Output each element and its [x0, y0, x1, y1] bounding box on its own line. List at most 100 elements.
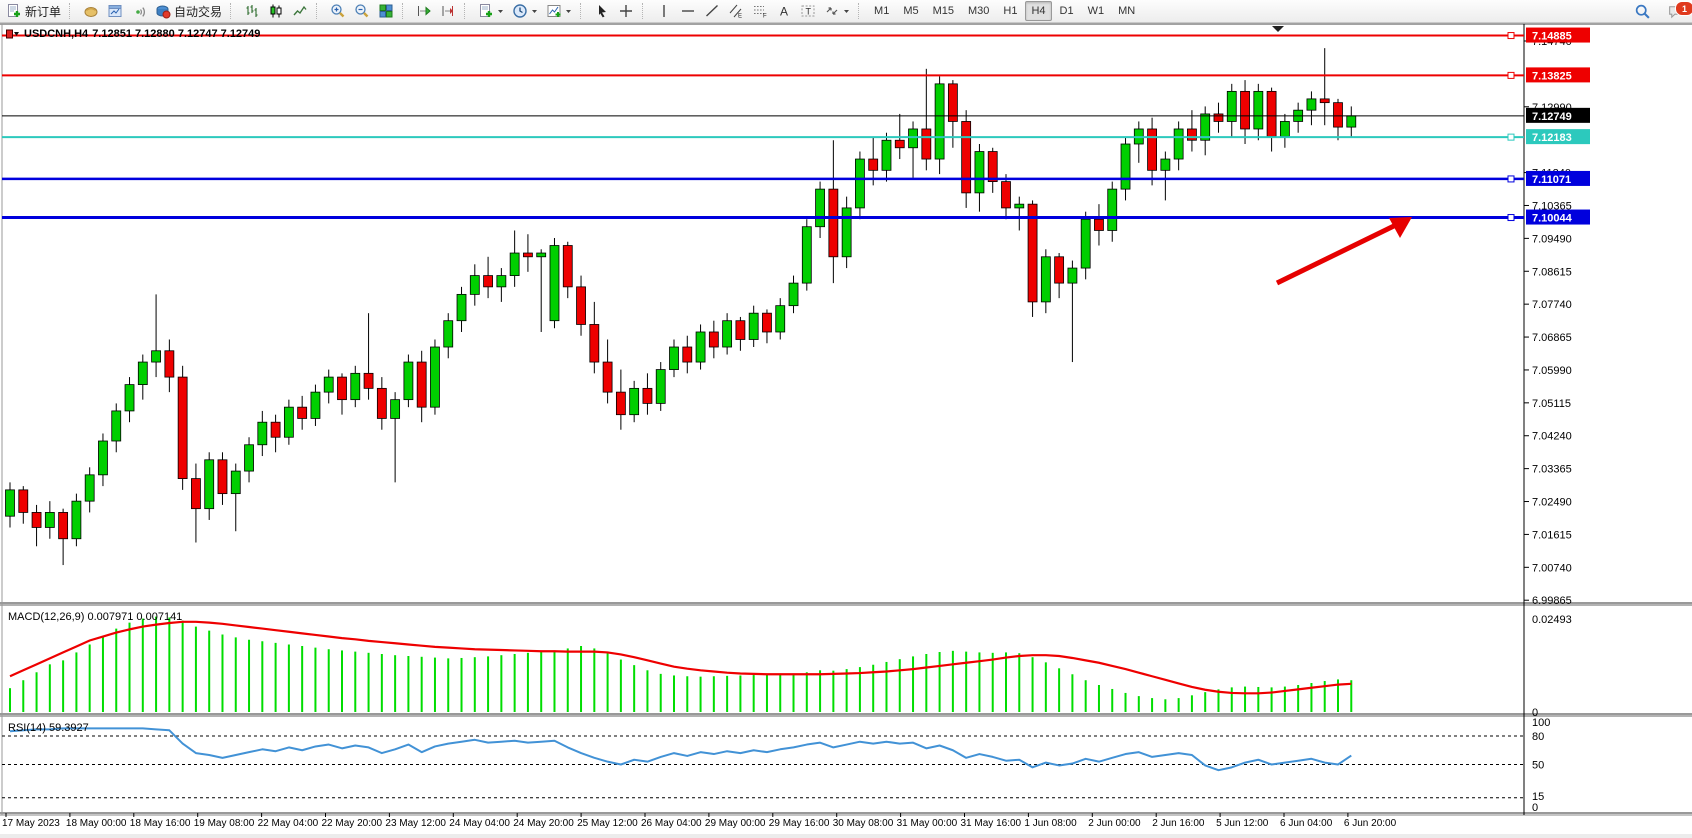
bull-candle [908, 128, 918, 149]
bull-candle [310, 391, 321, 419]
chart-shift-button[interactable] [436, 1, 460, 22]
bull-candle [283, 406, 294, 438]
new-order-button[interactable]: 新订单 [2, 1, 65, 22]
notifications-button[interactable]: 1 [1663, 1, 1692, 22]
svg-text:7.14885: 7.14885 [1532, 31, 1572, 43]
svg-text:A: A [780, 5, 788, 19]
bull-candle [655, 369, 666, 404]
timeframe-button-M15[interactable]: M15 [932, 5, 954, 17]
time-axis-label: 18 May 16:00 [130, 818, 191, 829]
horizontal-lines-layer[interactable] [2, 32, 1524, 222]
search-button[interactable] [1630, 1, 1655, 22]
tile-windows-icon [379, 4, 393, 18]
fibonacci-button[interactable]: F [748, 1, 772, 22]
svg-text:7.12183: 7.12183 [1532, 132, 1572, 144]
trend-arrow-annotation[interactable] [1275, 221, 1400, 286]
indicators-dropdown-button[interactable] [542, 1, 576, 22]
bear-candle [894, 139, 905, 149]
timeframe-button-M30[interactable]: M30 [968, 5, 990, 17]
notification-badge: 1 [1675, 1, 1692, 16]
timeframe-button-M5[interactable]: M5 [903, 5, 919, 17]
profiles-dropdown-button[interactable] [508, 1, 542, 22]
timeframe-button-W1[interactable]: W1 [1087, 5, 1105, 17]
bull-candle [1253, 90, 1264, 130]
hline-7.11071-badge [1526, 170, 1590, 186]
bear-candle [523, 252, 533, 258]
time-axis-label: 22 May 20:00 [322, 818, 383, 829]
chart-shift-marker[interactable] [1272, 26, 1284, 32]
bear-candle [177, 376, 188, 479]
trendline-button[interactable] [700, 1, 724, 22]
equidistant-channel-button[interactable]: E [724, 1, 748, 22]
zoom-in-button[interactable] [326, 1, 350, 22]
new-order-label: 新订单 [25, 4, 62, 19]
zoom-out-button[interactable] [350, 1, 374, 22]
autotrading-button[interactable]: 自动交易 [151, 1, 226, 22]
crosshair-button[interactable] [614, 1, 638, 22]
arrow-objects-icon [826, 7, 838, 15]
bull-candle [1226, 90, 1237, 122]
bear-candle [164, 350, 175, 378]
chart-area[interactable]: 7.147407.129907.112407.103657.094907.086… [0, 23, 1692, 838]
bull-candle [496, 275, 507, 288]
bull-candle [801, 226, 812, 284]
text-icon: A [780, 5, 788, 19]
chart-canvas[interactable]: 7.147407.129907.112407.103657.094907.086… [0, 23, 1692, 838]
time-axis-label: 29 May 00:00 [705, 818, 766, 829]
time-axis-label: 25 May 12:00 [577, 818, 638, 829]
chevron-down-icon [566, 10, 572, 13]
svg-text:T: T [806, 7, 812, 17]
bull-candle [881, 139, 892, 171]
text-label-button[interactable]: T [796, 1, 820, 22]
new-chart-window-button[interactable] [103, 1, 127, 22]
crosshair-icon [620, 5, 633, 17]
bull-candle [456, 293, 467, 322]
chevron-down-icon [844, 10, 850, 13]
new-chart-plus-icon [480, 4, 493, 17]
time-axis-label: 1 Jun 08:00 [1024, 818, 1077, 829]
candlestick-chart-button[interactable] [264, 1, 288, 22]
bear-candle [1187, 128, 1197, 141]
bull-candle [469, 275, 480, 295]
timeframe-button-H4[interactable]: H4 [1025, 1, 1052, 21]
timeframe-button-D1[interactable]: D1 [1059, 5, 1074, 17]
timeframe-group: M1 M5 M15 M30 H1 H4 D1 W1 MN [868, 1, 1141, 21]
vertical-line-button[interactable] [652, 1, 676, 22]
bull-candle [84, 474, 95, 502]
time-axis-label: 30 May 08:00 [833, 818, 894, 829]
bear-candle [576, 286, 586, 325]
timeframe-button-H1[interactable]: H1 [1003, 5, 1018, 17]
line-chart-button[interactable] [288, 1, 312, 22]
bull-candle [443, 320, 454, 348]
arrows-dropdown-button[interactable] [820, 1, 854, 22]
autotrading-icon [156, 5, 171, 19]
annotations-layer[interactable] [1272, 26, 1412, 286]
new-chart-dropdown-button[interactable] [474, 1, 508, 22]
toolbar-right: 1 [1630, 0, 1692, 23]
tile-windows-button[interactable] [374, 1, 398, 22]
timeframe-button-M1[interactable]: M1 [874, 5, 890, 17]
price-tick-label: 7.05990 [1532, 365, 1572, 377]
bull-candle [323, 376, 334, 393]
bull-candle [1080, 218, 1091, 269]
hline-7.14885-badge [1526, 27, 1590, 43]
timeframe-button-MN[interactable]: MN [1118, 5, 1136, 17]
profile-button[interactable] [79, 1, 103, 22]
cursor-button[interactable] [590, 1, 614, 22]
bear-candle [708, 331, 719, 348]
bear-candle [191, 478, 201, 510]
bar-chart-button[interactable] [240, 1, 264, 22]
pane-frames [0, 23, 1692, 838]
profile-icon [84, 7, 98, 17]
bull-candle [111, 410, 122, 442]
text-button[interactable]: A [772, 1, 796, 22]
horizontal-line-button[interactable] [676, 1, 700, 22]
auto-scroll-button[interactable] [412, 1, 436, 22]
bull-candle [390, 399, 401, 419]
bull-candle [204, 459, 215, 510]
bull-candle [151, 350, 161, 363]
rsi-tick-label: 0 [1532, 802, 1538, 814]
bear-candle [682, 346, 693, 363]
signals-button[interactable] [127, 1, 151, 22]
